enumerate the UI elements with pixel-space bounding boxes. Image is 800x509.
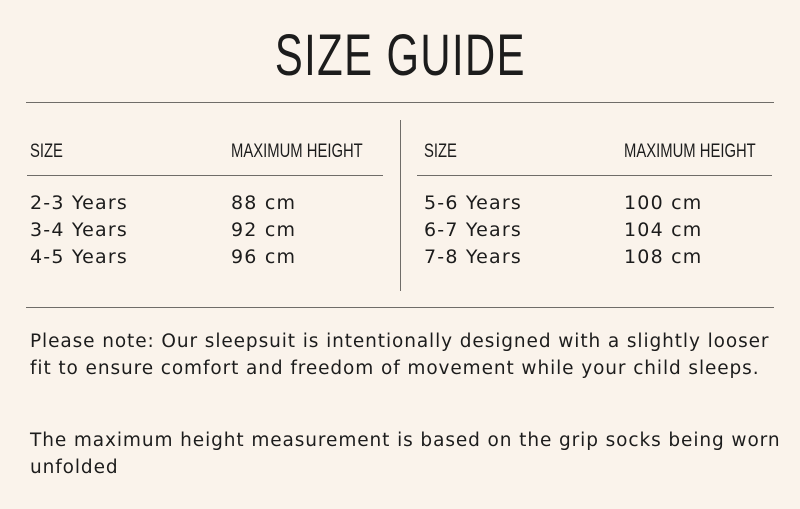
page-title: SIZE GUIDE [0,24,800,88]
table-row-height: 108 cm [624,246,703,268]
table-row-height: 96 cm [231,246,297,268]
top-divider [26,102,774,103]
table-row-size: 5-6 Years [424,192,522,214]
header-max-height: MAXIMUM HEIGHT [231,141,363,162]
table-row-size: 2-3 Years [30,192,128,214]
table-row-size: 4-5 Years [30,246,128,268]
header-underline [417,175,772,176]
header-size: SIZE [424,141,457,162]
table-row-height: 88 cm [231,192,297,214]
header-underline [27,175,383,176]
center-divider [400,120,401,291]
table-row-height: 92 cm [231,219,297,241]
table-row-size: 7-8 Years [424,246,522,268]
header-size: SIZE [30,141,63,162]
page-title-text: SIZE GUIDE [274,23,526,88]
bottom-divider [26,307,774,308]
fit-note: Please note: Our sleepsuit is intentiona… [30,331,770,379]
measurement-note: The maximum height measurement is based … [30,430,781,478]
table-row-height: 104 cm [624,219,703,241]
table-row-height: 100 cm [624,192,703,214]
header-max-height: MAXIMUM HEIGHT [624,141,756,162]
table-row-size: 6-7 Years [424,219,522,241]
table-row-size: 3-4 Years [30,219,128,241]
